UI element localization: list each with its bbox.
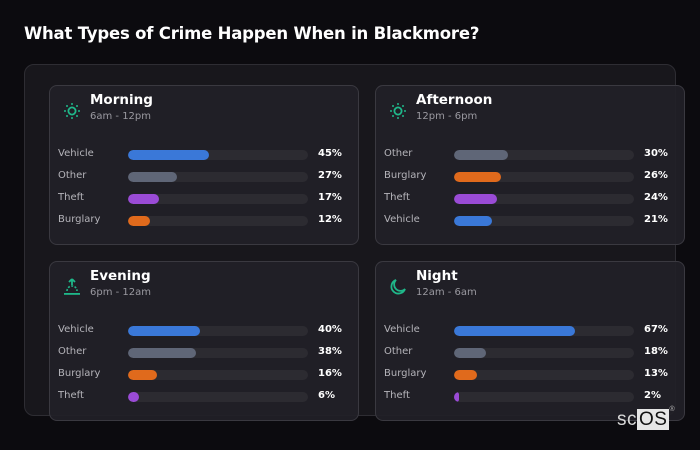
sun-icon	[64, 103, 80, 119]
card-evening: Evening 6pm - 12am Vehicle 40% Other 38% Bur…	[49, 261, 359, 421]
bar-fill	[454, 194, 498, 204]
crime-label: Vehicle	[384, 324, 420, 335]
bar-fill	[454, 150, 508, 160]
bar-track	[454, 326, 634, 336]
card-title: Morning	[90, 92, 153, 108]
crime-row: Theft 6%	[58, 390, 358, 412]
crime-row: Theft 24%	[384, 192, 684, 214]
crime-percent: 2%	[644, 390, 661, 401]
bar-track	[128, 172, 308, 182]
crime-row: Vehicle 45%	[58, 148, 358, 170]
card-night: Night 12am - 6am Vehicle 67% Other 18% Burgl…	[375, 261, 685, 421]
crime-row: Theft 17%	[58, 192, 358, 214]
bar-fill	[128, 348, 197, 358]
crime-row: Other 18%	[384, 346, 684, 368]
crime-row: Other 38%	[58, 346, 358, 368]
bar-track	[454, 150, 634, 160]
crime-percent: 6%	[318, 390, 335, 401]
card-title: Afternoon	[416, 92, 493, 108]
bar-track	[128, 326, 308, 336]
crime-row: Vehicle 21%	[384, 214, 684, 236]
crime-percent: 21%	[644, 214, 668, 225]
crime-percent: 18%	[644, 346, 668, 357]
crime-label: Burglary	[384, 170, 427, 181]
crime-row: Burglary 16%	[58, 368, 358, 390]
bar-fill	[128, 370, 157, 380]
crime-label: Burglary	[384, 368, 427, 379]
crime-row: Theft 2%	[384, 390, 684, 412]
sunset-icon	[64, 278, 80, 295]
crime-label: Other	[58, 346, 87, 357]
bar-fill	[128, 326, 200, 336]
brand-logo: sc OS ®	[617, 405, 676, 430]
crime-percent: 17%	[318, 192, 342, 203]
bar-fill	[454, 326, 575, 336]
card-title: Evening	[90, 268, 151, 284]
card-afternoon: Afternoon 12pm - 6pm Other 30% Burglary 26%…	[375, 85, 685, 245]
card-subtitle: 12am - 6am	[416, 287, 477, 298]
bar-track	[454, 172, 634, 182]
crime-row: Vehicle 40%	[58, 324, 358, 346]
bar-fill	[128, 392, 139, 402]
sun-icon	[390, 103, 406, 119]
crime-percent: 26%	[644, 170, 668, 181]
crime-percent: 38%	[318, 346, 342, 357]
bar-fill	[128, 172, 177, 182]
bar-track	[454, 216, 634, 226]
card-subtitle: 6pm - 12am	[90, 287, 152, 298]
bar-fill	[454, 216, 492, 226]
crime-label: Other	[58, 170, 87, 181]
bar-track	[454, 370, 634, 380]
page-title: What Types of Crime Happen When in Black…	[24, 24, 480, 43]
crime-percent: 12%	[318, 214, 342, 225]
crime-label: Vehicle	[384, 214, 420, 225]
bar-fill	[454, 392, 459, 402]
crime-row: Burglary 26%	[384, 170, 684, 192]
crime-percent: 13%	[644, 368, 668, 379]
bar-fill	[128, 194, 159, 204]
crime-percent: 45%	[318, 148, 342, 159]
crime-label: Other	[384, 346, 413, 357]
bar-track	[128, 370, 308, 380]
card-subtitle: 6am - 12pm	[90, 111, 152, 122]
crime-percent: 16%	[318, 368, 342, 379]
crime-label: Theft	[384, 192, 410, 203]
card-morning: Morning 6am - 12pm Vehicle 45% Other 27% The…	[49, 85, 359, 245]
bar-track	[128, 194, 308, 204]
bar-fill	[454, 370, 478, 380]
crime-label: Vehicle	[58, 148, 94, 159]
crime-row: Other 27%	[58, 170, 358, 192]
crime-percent: 67%	[644, 324, 668, 335]
crime-row: Vehicle 67%	[384, 324, 684, 346]
moon-icon	[390, 279, 406, 295]
bar-fill	[128, 216, 150, 226]
crime-row: Burglary 12%	[58, 214, 358, 236]
crime-label: Other	[384, 148, 413, 159]
crime-row: Other 30%	[384, 148, 684, 170]
crime-percent: 24%	[644, 192, 668, 203]
crime-label: Theft	[58, 390, 84, 401]
bar-track	[128, 392, 308, 402]
crime-label: Burglary	[58, 214, 101, 225]
bar-fill	[454, 348, 487, 358]
bar-track	[454, 348, 634, 358]
card-title: Night	[416, 268, 458, 284]
crime-row: Burglary 13%	[384, 368, 684, 390]
crime-label: Burglary	[58, 368, 101, 379]
crime-percent: 40%	[318, 324, 342, 335]
bar-track	[128, 348, 308, 358]
bar-fill	[454, 172, 501, 182]
bar-track	[128, 150, 308, 160]
crime-percent: 30%	[644, 148, 668, 159]
crime-label: Vehicle	[58, 324, 94, 335]
bar-fill	[128, 150, 209, 160]
crime-label: Theft	[58, 192, 84, 203]
crime-label: Theft	[384, 390, 410, 401]
bar-track	[128, 216, 308, 226]
crime-percent: 27%	[318, 170, 342, 181]
bar-track	[454, 194, 634, 204]
bar-track	[454, 392, 634, 402]
card-subtitle: 12pm - 6pm	[416, 111, 478, 122]
